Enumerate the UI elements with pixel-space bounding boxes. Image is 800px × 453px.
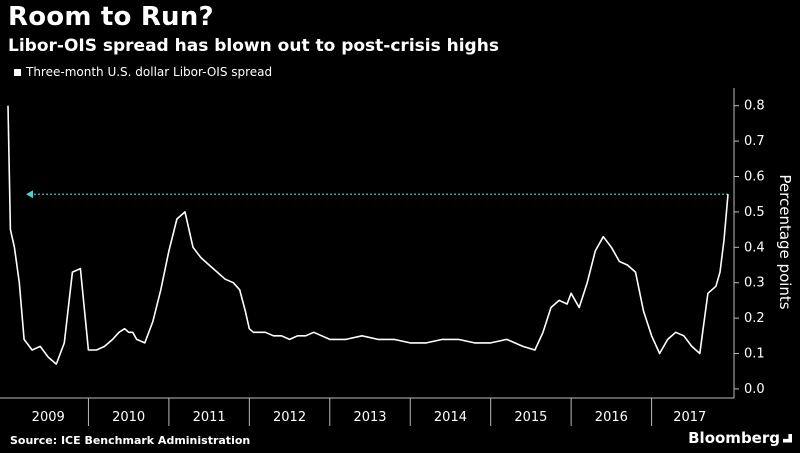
x-tick-label: 2014 bbox=[434, 410, 467, 425]
chart-title: Room to Run? bbox=[8, 2, 214, 32]
y-tick-label: 0.0 bbox=[744, 382, 765, 397]
y-tick-label: 0.2 bbox=[744, 311, 765, 326]
y-tick-label: 0.8 bbox=[744, 99, 765, 114]
legend-label: Three-month U.S. dollar Libor-OIS spread bbox=[26, 65, 273, 79]
y-tick-label: 0.7 bbox=[744, 134, 765, 149]
series-line bbox=[7, 105, 729, 365]
y-tick-label: 0.6 bbox=[744, 170, 765, 185]
x-tick-label: 2010 bbox=[112, 410, 145, 425]
x-tick-label: 2013 bbox=[353, 410, 386, 425]
y-tick-label: 0.1 bbox=[744, 347, 765, 362]
legend-swatch bbox=[14, 68, 21, 76]
x-tick-label: 2016 bbox=[595, 410, 628, 425]
legend: Three-month U.S. dollar Libor-OIS spread bbox=[14, 65, 272, 79]
reference-arrowhead bbox=[26, 190, 33, 199]
x-tick-label: 2015 bbox=[514, 410, 547, 425]
x-tick-label: 2009 bbox=[32, 410, 65, 425]
x-tick-label: 2012 bbox=[273, 410, 306, 425]
y-axis-title: Percentage points bbox=[776, 174, 794, 309]
x-tick-label: 2011 bbox=[193, 410, 226, 425]
chart-subtitle: Libor-OIS spread has blown out to post-c… bbox=[8, 36, 499, 56]
y-tick-label: 0.4 bbox=[744, 240, 765, 255]
bloomberg-logo: Bloomberg bbox=[688, 429, 792, 447]
source-note: Source: ICE Benchmark Administration bbox=[10, 434, 251, 447]
y-tick-label: 0.5 bbox=[744, 205, 765, 220]
bloomberg-mark-icon bbox=[783, 433, 792, 443]
y-tick-label: 0.3 bbox=[744, 276, 765, 291]
x-tick-label: 2017 bbox=[673, 410, 706, 425]
brand-name: Bloomberg bbox=[688, 429, 780, 447]
